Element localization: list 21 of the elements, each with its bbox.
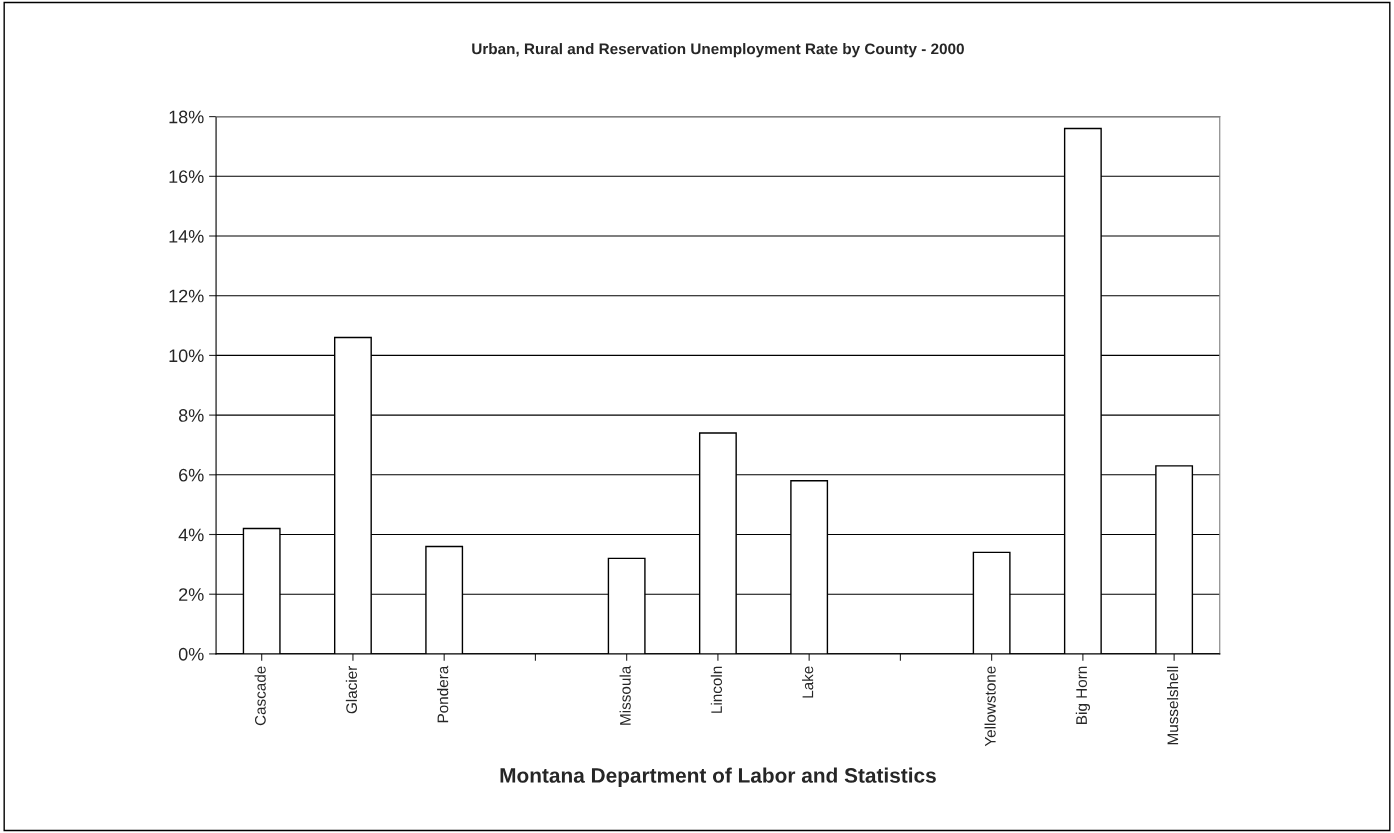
y-tick-label: 0% bbox=[178, 647, 204, 661]
y-tick-label: 18% bbox=[169, 110, 204, 124]
y-tick-label: 4% bbox=[178, 528, 204, 542]
y-tick-label: 12% bbox=[169, 289, 204, 303]
x-tick-label: Missoula bbox=[619, 665, 631, 725]
x-tick-label: Musselshell bbox=[1167, 666, 1179, 745]
x-tick-label: Lake bbox=[802, 666, 814, 698]
x-tick-label: Cascade bbox=[254, 666, 266, 726]
y-tick-label: 6% bbox=[179, 468, 204, 482]
x-tick-label: Big Horn bbox=[1075, 666, 1091, 724]
y-tick-label: 2% bbox=[179, 588, 204, 601]
x-tick-label: Pondera bbox=[437, 665, 449, 723]
chart-title: Urban, Rural and Reservation Unemployment Rate by County - 2000 bbox=[472, 43, 964, 58]
x-tick-label: Lincoln bbox=[710, 666, 723, 713]
y-tick-label: 14% bbox=[169, 230, 204, 243]
x-tick-label: Glacier bbox=[345, 665, 358, 714]
x-axis-title: Montana Department of Labor and Statistics bbox=[500, 767, 936, 787]
y-tick-label: 8% bbox=[178, 409, 204, 422]
x-tick-label: Yellowstone bbox=[984, 666, 996, 747]
y-tick-label: 10% bbox=[169, 349, 204, 363]
y-tick-label: 16% bbox=[169, 170, 204, 184]
